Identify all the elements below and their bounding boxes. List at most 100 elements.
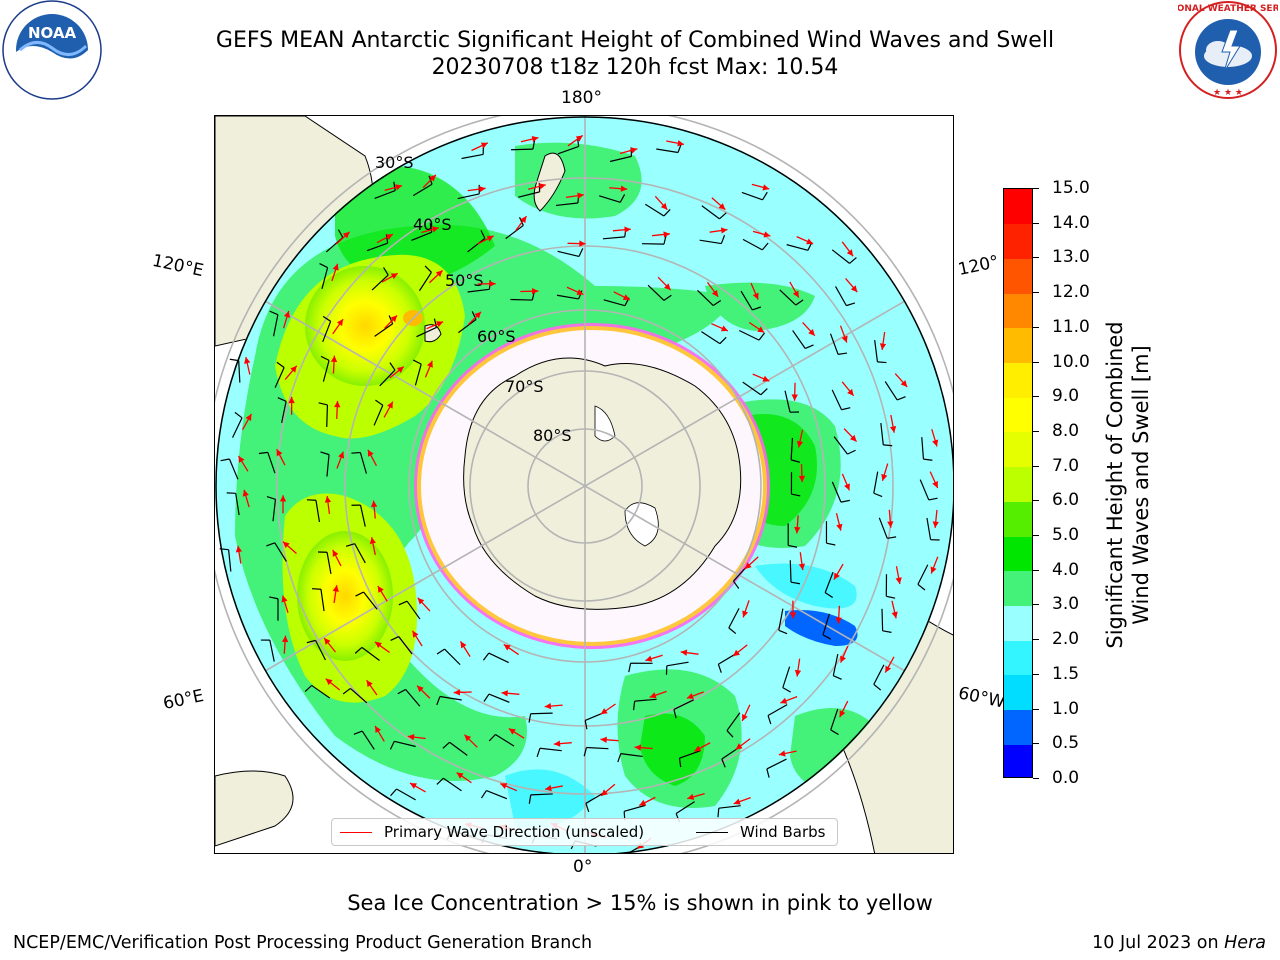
wind-barb bbox=[436, 648, 461, 666]
colorbar-segment bbox=[1004, 466, 1032, 502]
wave-direction-arrow bbox=[383, 401, 394, 418]
wave-direction-arrow bbox=[612, 226, 631, 233]
wind-barb bbox=[822, 613, 832, 640]
colorbar-segment bbox=[1004, 362, 1032, 398]
wind-barb bbox=[824, 571, 834, 599]
wave-direction-arrow bbox=[244, 356, 251, 375]
wave-direction-arrow bbox=[389, 366, 405, 379]
wave-direction-arrow bbox=[528, 183, 546, 190]
footer-credit: NCEP/EMC/Verification Post Processing Pr… bbox=[13, 933, 593, 953]
wave-direction-arrow bbox=[503, 643, 520, 656]
wave-direction-arrow bbox=[796, 429, 804, 448]
wave-direction-arrow bbox=[422, 174, 437, 189]
wave-direction-arrow bbox=[323, 637, 336, 653]
wind-barb bbox=[318, 402, 329, 427]
colorbar-tick-label: 13.0 bbox=[1052, 247, 1090, 268]
wave-direction-arrow bbox=[742, 600, 750, 618]
wave-direction-arrow bbox=[802, 322, 816, 337]
wave-direction-arrow bbox=[600, 736, 619, 743]
wind-barb bbox=[835, 286, 856, 307]
wave-direction-arrow bbox=[515, 215, 527, 231]
colorbar-tick bbox=[1033, 361, 1039, 363]
wind-barb bbox=[397, 688, 421, 707]
wave-direction-arrow bbox=[282, 310, 290, 329]
wave-direction-arrow bbox=[467, 185, 486, 193]
wave-direction-arrow bbox=[417, 597, 431, 612]
wind-barb bbox=[311, 588, 325, 612]
colorbar-tick bbox=[1033, 743, 1039, 745]
colorbar-segment bbox=[1004, 501, 1032, 537]
wind-barb bbox=[318, 551, 332, 575]
wind-barb bbox=[926, 517, 940, 541]
wind-barb bbox=[873, 471, 883, 498]
wind-barb bbox=[229, 358, 241, 383]
colorbar-tick-label: 4.0 bbox=[1052, 559, 1080, 580]
colorbar-segment bbox=[1004, 709, 1032, 745]
colorbar-title: Significant Height of Combined Wind Wave… bbox=[1103, 321, 1153, 649]
wave-direction-arrow bbox=[477, 235, 494, 245]
wind-barb bbox=[873, 664, 885, 691]
wave-direction-arrow bbox=[657, 276, 672, 291]
wave-direction-arrow bbox=[930, 556, 939, 574]
wave-direction-arrow bbox=[751, 183, 770, 191]
wind-barb bbox=[829, 333, 848, 355]
wave-direction-arrow bbox=[477, 280, 496, 287]
wave-direction-arrow bbox=[881, 463, 889, 482]
wave-direction-arrow bbox=[544, 702, 563, 710]
wave-direction-arrow bbox=[407, 733, 426, 741]
wind-barb bbox=[790, 437, 800, 463]
lon-label-lower-right: 60°W bbox=[956, 683, 1007, 713]
wind-barb bbox=[742, 238, 769, 251]
wind-barb bbox=[917, 564, 929, 591]
nws-logo: NATIONAL WEATHER SERVICE ★ ★ ★ bbox=[1153, 0, 1280, 100]
wind-barb bbox=[418, 265, 432, 292]
wave-direction-arrow bbox=[733, 797, 751, 805]
wave-direction-arrow bbox=[789, 281, 800, 298]
wave-direction-arrow bbox=[553, 740, 572, 747]
wind-barb bbox=[919, 479, 938, 501]
lon-label-upper-right: 120° bbox=[956, 251, 1001, 281]
wind-barb bbox=[389, 740, 416, 750]
wind-barb bbox=[371, 267, 389, 291]
wave-direction-arrow bbox=[456, 772, 472, 784]
wave-direction-arrow bbox=[789, 600, 797, 619]
colorbar-tick-label: 3.0 bbox=[1052, 594, 1080, 615]
colorbar-segment bbox=[1004, 744, 1032, 777]
wind-barb bbox=[697, 289, 722, 307]
wave-direction-arrow bbox=[686, 691, 704, 700]
wind-barb bbox=[528, 712, 553, 723]
colorbar-tick bbox=[1033, 257, 1039, 259]
wave-direction-arrow bbox=[879, 331, 887, 350]
wave-direction-arrow bbox=[374, 725, 385, 742]
wind-barb bbox=[647, 284, 672, 301]
wind-barb-legend-label: Wind Barbs bbox=[740, 823, 826, 841]
wind-barb bbox=[528, 793, 553, 804]
wave-direction-arrow bbox=[463, 734, 478, 748]
wave-direction-arrow bbox=[335, 231, 351, 245]
colorbar-segment bbox=[1004, 327, 1032, 364]
wave-direction-arrow bbox=[377, 585, 388, 602]
wave-direction-arrow bbox=[424, 360, 433, 378]
wind-barb bbox=[277, 397, 287, 423]
wind-barb bbox=[583, 746, 609, 757]
wave-direction-arrow bbox=[600, 783, 616, 797]
wave-direction-arrow bbox=[366, 679, 378, 696]
map-legend: Primary Wave Direction (unscaled) Wind B… bbox=[331, 818, 838, 846]
wave-direction-arrow bbox=[666, 140, 685, 147]
wave-direction-arrow bbox=[839, 645, 849, 663]
wave-direction-arrow bbox=[654, 195, 668, 211]
wind-barb bbox=[556, 290, 583, 300]
chart-title: GEFS MEAN Antarctic Significant Height o… bbox=[215, 28, 1055, 53]
wind-barb bbox=[345, 543, 366, 564]
wave-direction-arrow bbox=[566, 286, 584, 296]
wind-barb bbox=[416, 318, 438, 338]
wind-barb bbox=[219, 548, 232, 572]
wave-direction-arrow bbox=[693, 742, 711, 752]
wave-direction-arrow bbox=[325, 678, 341, 691]
wave-direction-arrow bbox=[891, 600, 898, 619]
wave-direction-arrow bbox=[567, 134, 584, 147]
wind-barb bbox=[322, 315, 332, 343]
colorbar-tick-label: 9.0 bbox=[1052, 386, 1080, 407]
wave-direction-arrow bbox=[281, 595, 289, 613]
wave-direction-arrow bbox=[501, 690, 520, 697]
